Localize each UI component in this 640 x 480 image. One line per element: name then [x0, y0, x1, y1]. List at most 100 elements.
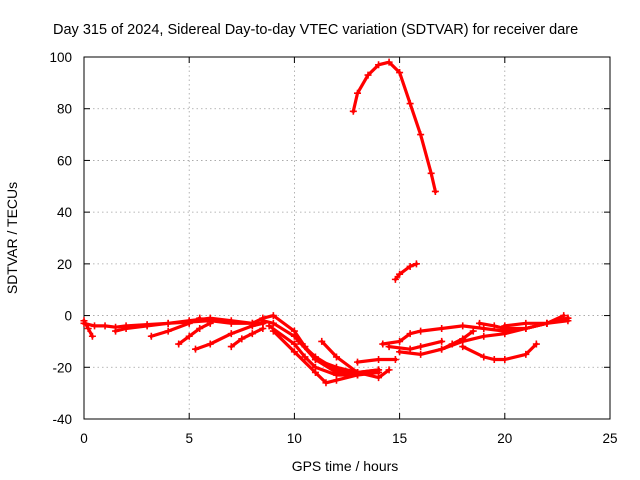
series-arc-7 [227, 325, 267, 351]
data-point [501, 356, 509, 364]
series-arc-14 [354, 356, 399, 366]
x-tick-label: 15 [392, 431, 407, 446]
data-point [143, 322, 151, 330]
data-point [164, 327, 172, 335]
data-point [396, 348, 404, 356]
data-point [354, 368, 362, 376]
data-point [406, 330, 414, 338]
data-point [412, 260, 420, 268]
series-line [393, 261, 419, 282]
data-point [101, 322, 109, 330]
series-line [460, 341, 539, 362]
data-point [175, 340, 183, 348]
data-point [543, 319, 551, 327]
data-point [147, 332, 155, 340]
y-tick-label: 0 [64, 309, 72, 324]
data-point [385, 366, 393, 374]
series-line [271, 328, 360, 385]
data-point [375, 61, 383, 69]
data-point [238, 335, 246, 343]
data-point [196, 325, 204, 332]
data-point [438, 325, 446, 332]
y-tick-label: 80 [57, 102, 72, 117]
data-point [259, 325, 267, 332]
data-point [564, 317, 572, 325]
series-line [149, 316, 202, 339]
data-point [88, 332, 96, 340]
series-arc-4 [147, 314, 204, 340]
data-point [417, 131, 425, 139]
data-point [322, 379, 330, 387]
series-line [351, 60, 438, 194]
data-point [311, 353, 319, 361]
data-point [164, 319, 172, 327]
plot-frame [83, 56, 611, 420]
x-tick-label: 25 [602, 431, 617, 446]
data-point [332, 366, 340, 374]
series-line [176, 321, 213, 347]
data-point [192, 345, 200, 353]
data-point [318, 337, 326, 345]
data-point [290, 332, 298, 340]
x-tick-label: 20 [497, 431, 512, 446]
data-point [522, 350, 530, 358]
data-point [385, 343, 393, 351]
data-point [259, 317, 267, 325]
data-point [480, 353, 488, 361]
data-point [490, 356, 498, 364]
data-point [269, 312, 277, 320]
data-point [438, 345, 446, 353]
series-arc-2 [80, 317, 96, 340]
data-point [427, 169, 435, 177]
x-tick-label: 0 [80, 431, 88, 446]
data-point [532, 340, 540, 348]
y-tick-label: 100 [49, 50, 72, 65]
data-point [375, 366, 383, 374]
y-tick-label: -20 [52, 360, 72, 375]
data-point [301, 353, 309, 361]
series-arc-5 [175, 319, 214, 348]
data-point [295, 337, 303, 345]
data-point [459, 343, 467, 351]
y-tick-label: 60 [57, 153, 72, 168]
series-line [387, 339, 444, 351]
y-tick-label: 20 [57, 257, 72, 272]
data-point [248, 319, 256, 327]
data-point [84, 325, 92, 332]
data-point [364, 71, 372, 79]
data-point [91, 322, 99, 330]
data-point [396, 337, 404, 345]
data-point [406, 262, 414, 270]
series-arc-13 [318, 337, 393, 382]
y-tick-label: 40 [57, 205, 72, 220]
series-arc-15 [349, 58, 439, 195]
series-arc-21 [459, 340, 540, 364]
series-arc-23 [501, 317, 572, 330]
data-point [391, 356, 399, 364]
data-point [112, 327, 120, 335]
data-point [354, 89, 362, 97]
data-point [80, 317, 88, 325]
data-point [501, 322, 509, 330]
data-point [469, 327, 477, 335]
data-point [379, 340, 387, 348]
data-point [406, 100, 414, 108]
data-point [431, 187, 439, 195]
series-line [439, 313, 566, 352]
data-point [206, 319, 214, 327]
data-point [417, 350, 425, 358]
data-point [332, 353, 340, 361]
data-point [227, 317, 235, 325]
series-arc-16 [391, 260, 420, 283]
data-point [248, 330, 256, 338]
axis-ticks: 0 5 10 15 20 25 -40 -20 0 20 40 60 80 100 [49, 50, 617, 446]
data-point [375, 356, 383, 364]
series-line [229, 326, 265, 349]
series-arc-11 [269, 327, 362, 387]
data-point [269, 319, 277, 327]
data-point [227, 343, 235, 351]
data-point [417, 343, 425, 351]
series-line [260, 318, 381, 375]
data-point [396, 69, 404, 77]
series-arc-6 [192, 319, 267, 353]
